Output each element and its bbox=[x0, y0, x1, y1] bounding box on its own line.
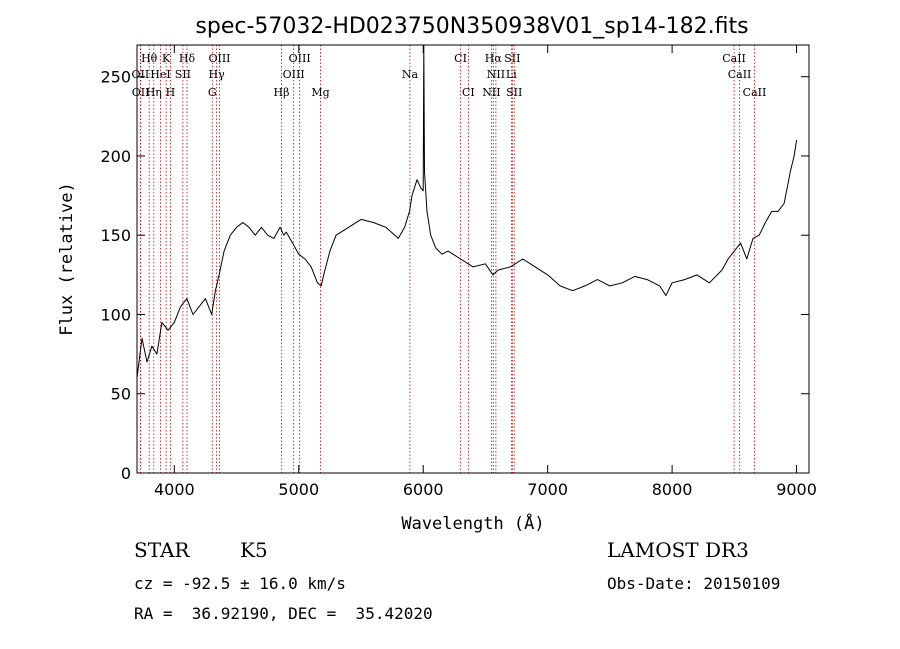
observation-date: Obs-Date: 20150109 bbox=[607, 574, 781, 593]
chart-title: spec-57032-HD023750N350938V01_sp14-182.f… bbox=[195, 14, 748, 39]
y-axis-label: Flux (relative) bbox=[57, 182, 77, 336]
line-label-1: K bbox=[162, 52, 171, 65]
x-axis-ticks: 4000 5000 6000 7000 8000 9000 bbox=[154, 45, 817, 499]
x-tick-label-0: 4000 bbox=[154, 480, 195, 499]
line-label-8: CaII bbox=[722, 52, 746, 65]
plot-frame bbox=[136, 44, 810, 474]
line-label-9: OII bbox=[132, 68, 150, 81]
line-markers bbox=[139, 45, 755, 473]
object-subclass: K5 bbox=[240, 538, 268, 562]
line-label-26: SII bbox=[506, 86, 522, 99]
line-label-24: CI bbox=[462, 86, 475, 99]
line-label-22: Hβ bbox=[274, 86, 290, 99]
line-label-2: Hδ bbox=[179, 52, 196, 65]
line-label-5: CI bbox=[454, 52, 467, 65]
line-label-16: Li bbox=[506, 68, 517, 81]
line-label-25: NII bbox=[482, 86, 500, 99]
line-label-10: HeI bbox=[150, 68, 170, 81]
x-axis-label: Wavelength (Å) bbox=[401, 512, 544, 534]
line-label-17: CaII bbox=[728, 68, 752, 81]
redshift-velocity: cz = -92.5 ± 16.0 km/s bbox=[134, 574, 346, 593]
y-tick-label-0: 0 bbox=[121, 464, 131, 483]
y-tick-label-2: 100 bbox=[100, 305, 131, 324]
line-label-19: Hη bbox=[146, 86, 162, 99]
line-label-18: OII bbox=[132, 86, 150, 99]
line-label-27: CaII bbox=[743, 86, 767, 99]
object-class: STAR bbox=[134, 538, 190, 562]
y-tick-label-1: 50 bbox=[111, 385, 131, 404]
x-tick-label-4: 8000 bbox=[652, 480, 693, 499]
line-label-15: NII bbox=[487, 68, 505, 81]
line-label-21: G bbox=[208, 86, 217, 99]
y-tick-label-4: 200 bbox=[100, 147, 131, 166]
line-label-6: Hα bbox=[485, 52, 503, 65]
y-tick-label-3: 150 bbox=[100, 226, 131, 245]
line-label-0: Hθ bbox=[141, 52, 158, 65]
line-label-14: Na bbox=[402, 68, 419, 81]
ra-dec-coordinates: RA = 36.92190, DEC = 35.42020 bbox=[134, 604, 433, 623]
y-tick-label-5: 250 bbox=[100, 68, 131, 87]
series-layer bbox=[136, 44, 798, 378]
line-label-20: H bbox=[166, 86, 176, 99]
line-label-3: OIII bbox=[208, 52, 230, 65]
x-tick-label-3: 7000 bbox=[527, 480, 568, 499]
spectrum-series-0 bbox=[136, 44, 798, 378]
line-label-13: OIII bbox=[283, 68, 305, 81]
y-axis-ticks: 0 50 100 150 200 250 bbox=[100, 68, 809, 483]
line-label-7: SII bbox=[504, 52, 520, 65]
x-tick-label-2: 6000 bbox=[403, 480, 444, 499]
survey-name: LAMOST DR3 bbox=[607, 538, 749, 562]
line-label-23: Mg bbox=[311, 86, 329, 99]
x-tick-label-1: 5000 bbox=[278, 480, 319, 499]
line-label-12: Hγ bbox=[209, 68, 226, 81]
line-label-11: SII bbox=[175, 68, 191, 81]
line-label-4: OIII bbox=[289, 52, 311, 65]
x-tick-label-5: 9000 bbox=[776, 480, 817, 499]
